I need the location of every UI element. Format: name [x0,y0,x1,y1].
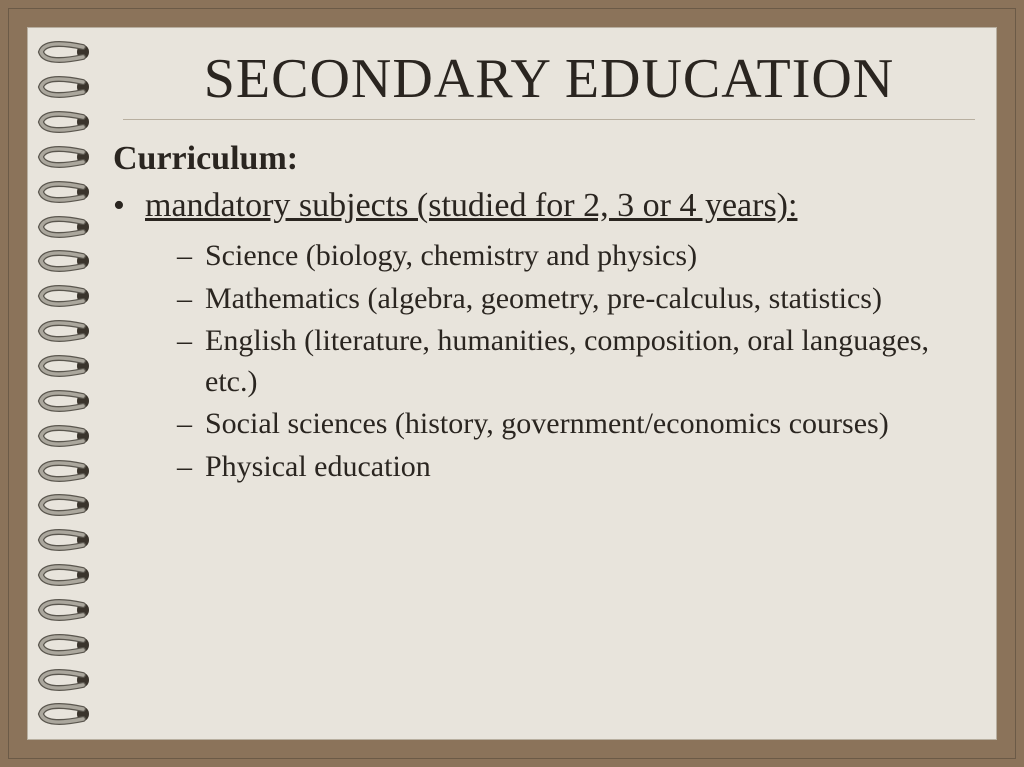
spiral-ring-icon [35,703,93,725]
bullet-main-text: mandatory subjects (studied for 2, 3 or … [145,184,797,228]
slide-title: SECONDARY EDUCATION [113,47,985,111]
spiral-ring-icon [35,529,93,551]
spiral-ring-icon [35,355,93,377]
title-rule [123,119,975,120]
sub-list: –Science (biology, chemistry and physics… [177,236,985,487]
spiral-ring-icon [35,390,93,412]
spiral-ring-icon [35,425,93,447]
spiral-ring-icon [35,285,93,307]
dash-icon: – [177,404,205,445]
list-item: –Physical education [177,447,985,488]
spiral-ring-icon [35,599,93,621]
spiral-binding [35,27,93,740]
spiral-ring-icon [35,181,93,203]
spiral-ring-icon [35,146,93,168]
list-item: –Mathematics (algebra, geometry, pre-cal… [177,279,985,320]
bullet-dot-icon: • [113,184,145,228]
list-item: –Science (biology, chemistry and physics… [177,236,985,277]
spiral-ring-icon [35,250,93,272]
spiral-ring-icon [35,76,93,98]
spiral-ring-icon [35,634,93,656]
list-item-text: English (literature, humanities, composi… [205,321,985,402]
slide-content: SECONDARY EDUCATION Curriculum: • mandat… [113,47,985,738]
dash-icon: – [177,321,205,362]
spiral-ring-icon [35,111,93,133]
slide-outer-frame: SECONDARY EDUCATION Curriculum: • mandat… [8,8,1016,759]
list-item: –English (literature, humanities, compos… [177,321,985,402]
spiral-ring-icon [35,669,93,691]
dash-icon: – [177,447,205,488]
list-item-text: Mathematics (algebra, geometry, pre-calc… [205,279,882,320]
list-item-text: Physical education [205,447,431,488]
spiral-ring-icon [35,564,93,586]
spiral-ring-icon [35,494,93,516]
spiral-ring-icon [35,41,93,63]
spiral-ring-icon [35,320,93,342]
spiral-ring-icon [35,460,93,482]
dash-icon: – [177,279,205,320]
dash-icon: – [177,236,205,277]
section-label: Curriculum: [113,140,985,178]
spiral-ring-icon [35,216,93,238]
list-item-text: Social sciences (history, government/eco… [205,404,889,445]
list-item-text: Science (biology, chemistry and physics) [205,236,697,277]
bullet-main-row: • mandatory subjects (studied for 2, 3 o… [113,184,985,228]
list-item: –Social sciences (history, government/ec… [177,404,985,445]
